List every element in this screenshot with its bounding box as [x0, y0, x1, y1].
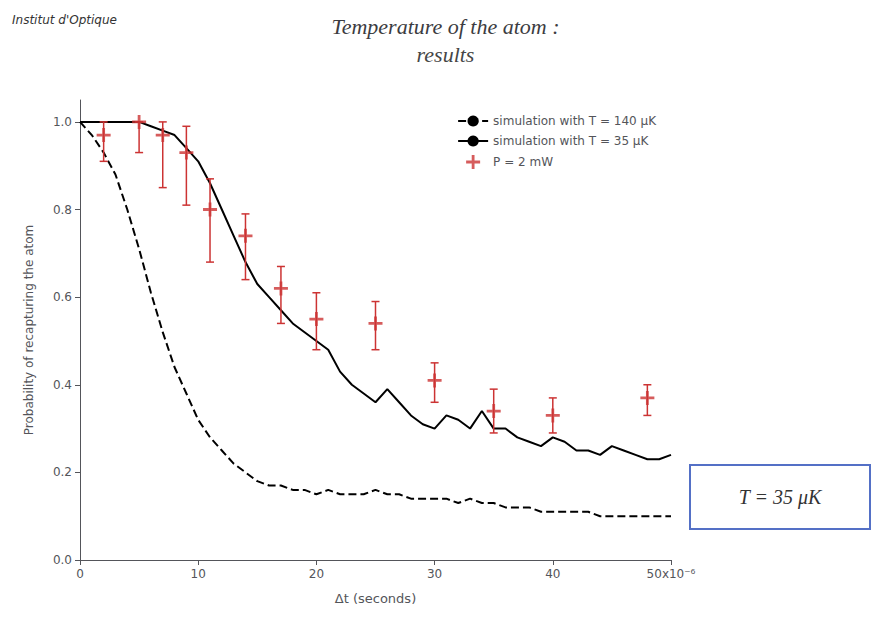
svg-text:0: 0	[76, 567, 84, 581]
svg-text:40: 40	[545, 567, 560, 581]
svg-text:T = 35 μK: T = 35 μK	[739, 486, 823, 509]
svg-text:Δt (seconds): Δt (seconds)	[335, 591, 416, 606]
svg-text:Probability of recapturing the: Probability of recapturing the atom	[22, 225, 36, 435]
svg-text:50x10⁻⁶: 50x10⁻⁶	[647, 567, 696, 581]
svg-text:Institut d'Optique: Institut d'Optique	[12, 13, 117, 27]
svg-text:0.0: 0.0	[53, 553, 72, 567]
svg-text:10: 10	[191, 567, 206, 581]
svg-text:0.8: 0.8	[53, 203, 72, 217]
svg-text:Temperature of the atom :: Temperature of the atom :	[331, 14, 559, 39]
svg-text:P = 2 mW: P = 2 mW	[493, 155, 553, 169]
svg-text:results: results	[417, 42, 475, 67]
svg-text:0.6: 0.6	[53, 290, 72, 304]
svg-text:30: 30	[427, 567, 442, 581]
svg-text:simulation with T = 140 μK: simulation with T = 140 μK	[493, 114, 657, 128]
svg-text:0.4: 0.4	[53, 378, 72, 392]
svg-text:simulation with T = 35 μK: simulation with T = 35 μK	[493, 134, 649, 148]
svg-text:0.2: 0.2	[53, 465, 72, 479]
svg-text:20: 20	[309, 567, 324, 581]
svg-text:1.0: 1.0	[53, 115, 72, 129]
